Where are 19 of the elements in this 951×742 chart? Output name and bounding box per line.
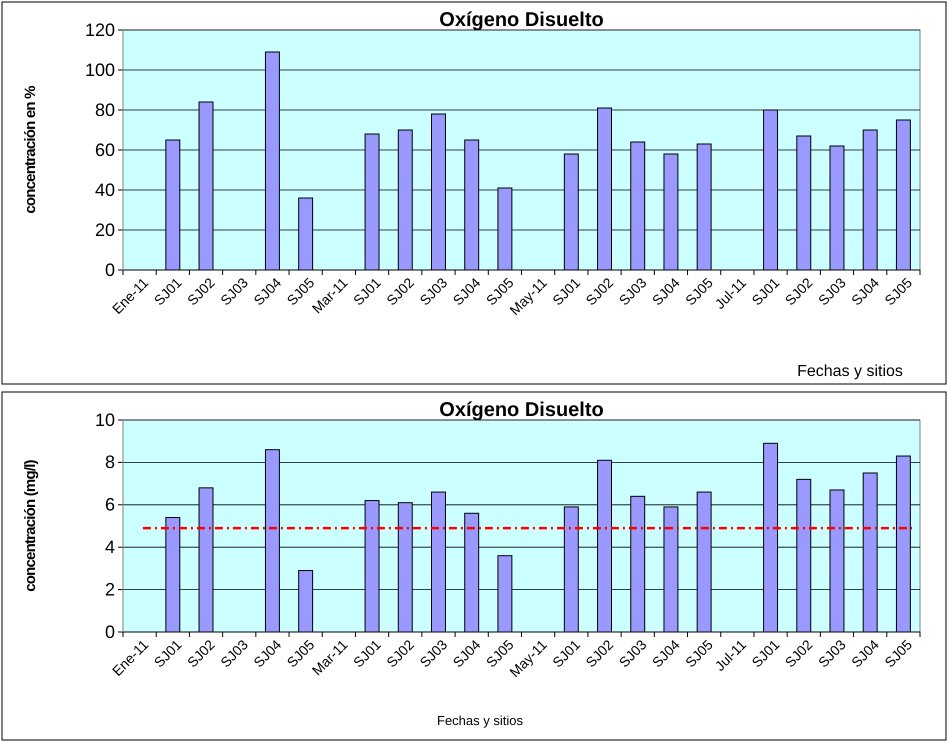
x-axis-title: Fechas y sitios [797,363,903,380]
y-tick-label: 0 [104,260,115,280]
chart-title: Oxígeno Disuelto [439,9,604,31]
y-axis-title: concentración (mg/l) [22,459,39,592]
y-tick-label: 60 [94,140,115,160]
chart-title: Oxígeno Disuelto [439,399,604,421]
y-tick-label: 80 [94,100,115,120]
y-axis-title: concentración en % [22,86,39,214]
y-tick-label: 2 [104,579,115,600]
y-tick-label: 4 [104,536,115,557]
y-tick-label: 10 [94,410,115,430]
y-tick-label: 40 [94,180,115,200]
x-axis-title: Fechas y sitios [437,713,524,728]
y-tick-label: 6 [104,494,115,515]
y-tick-label: 8 [104,452,115,472]
y-tick-label: 100 [84,60,115,80]
y-tick-label: 0 [104,622,115,642]
y-tick-label: 120 [84,20,115,40]
y-tick-label: 20 [94,220,115,240]
